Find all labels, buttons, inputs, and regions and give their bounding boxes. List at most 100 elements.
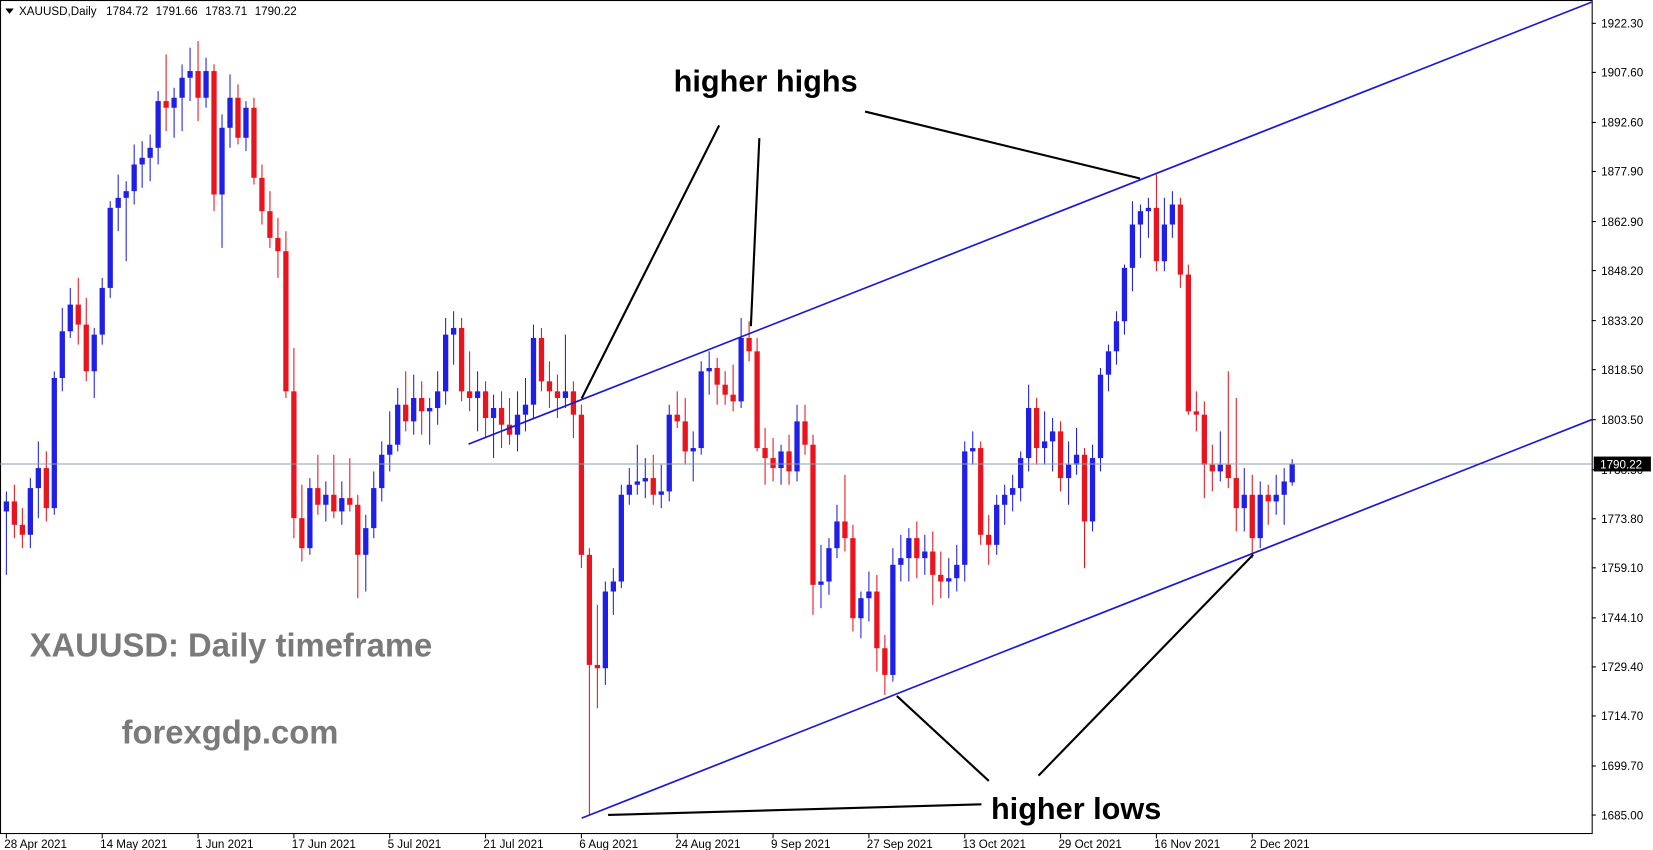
channel-upper xyxy=(468,1,1592,445)
candle-body xyxy=(99,287,105,335)
candle-body xyxy=(762,448,768,459)
x-tick-label: 6 Aug 2021 xyxy=(579,838,638,850)
candle-body xyxy=(1217,464,1223,472)
candle-body xyxy=(179,77,185,98)
candle-body xyxy=(435,391,441,409)
candle-body xyxy=(922,551,928,559)
y-tick-label: 1803.50 xyxy=(1601,414,1644,427)
candle-body xyxy=(810,444,816,585)
candle-body xyxy=(1209,464,1215,472)
candle-body xyxy=(666,414,672,492)
channel-lower xyxy=(581,418,1592,819)
candle-body xyxy=(147,147,153,158)
candle-body xyxy=(1249,494,1255,539)
candle-body xyxy=(986,534,992,545)
y-tick-label: 1729.40 xyxy=(1601,661,1644,674)
candle-body xyxy=(522,404,529,415)
candle-body xyxy=(1273,494,1279,502)
candle-body xyxy=(299,518,305,549)
pointer-line xyxy=(749,138,761,327)
candle-body xyxy=(714,367,720,385)
annotation: XAUUSD: Daily timeframe xyxy=(30,627,433,664)
candle-body xyxy=(1177,204,1184,275)
x-tick-label: 2 Dec 2021 xyxy=(1250,838,1309,850)
candle-body xyxy=(1185,274,1191,412)
candle-body xyxy=(1073,454,1080,465)
candle-body xyxy=(227,97,233,128)
candle-body xyxy=(458,327,465,392)
candle-body xyxy=(107,207,113,288)
candle-body xyxy=(331,494,337,512)
candle-body xyxy=(626,484,632,495)
candles xyxy=(0,41,1592,816)
x-tick-label: 27 Sep 2021 xyxy=(867,838,933,850)
candle-body xyxy=(866,591,872,599)
candle-body xyxy=(466,391,473,399)
candle-body xyxy=(834,521,840,549)
candle-body xyxy=(43,468,49,509)
candle-body xyxy=(267,211,273,238)
close: 1790.22 xyxy=(255,5,297,18)
candle-body xyxy=(363,528,369,555)
candle-body xyxy=(954,564,960,579)
candle-body xyxy=(1105,351,1112,375)
y-tick-label: 1922.30 xyxy=(1601,18,1644,31)
candle-body xyxy=(706,367,712,372)
y-tick-label: 1699.70 xyxy=(1601,760,1644,773)
candle-body xyxy=(578,414,585,555)
x-tick-label: 1 Jun 2021 xyxy=(196,838,254,850)
candle-body xyxy=(355,504,361,555)
y-tick-label: 1833.20 xyxy=(1601,315,1644,328)
candle-body xyxy=(307,488,313,549)
pointer-line xyxy=(580,124,721,399)
x-tick-label: 14 May 2021 xyxy=(100,838,167,850)
symbol: XAUUSD,Daily xyxy=(19,5,97,18)
x-tick-label: 5 Jul 2021 xyxy=(388,838,442,850)
candle-body xyxy=(195,71,201,98)
candle-body xyxy=(371,488,377,529)
candle-body xyxy=(1201,414,1207,465)
candle-body xyxy=(874,591,880,649)
y-tick-label: 1877.90 xyxy=(1601,166,1644,179)
candle-body xyxy=(59,331,65,378)
candle-body xyxy=(554,391,561,399)
y-tick-label: 1714.70 xyxy=(1601,710,1644,723)
pointer-line xyxy=(608,803,982,816)
candle-body xyxy=(1289,464,1295,483)
price-label: 1790.22 xyxy=(1600,458,1642,471)
candle-body xyxy=(411,398,417,422)
y-tick-label: 1862.90 xyxy=(1601,216,1644,229)
candle-body xyxy=(1097,374,1104,459)
candle-body xyxy=(930,551,936,575)
candle-body xyxy=(115,197,121,208)
x-tick-label: 24 Aug 2021 xyxy=(675,838,740,850)
candle-body xyxy=(1257,494,1263,539)
candle-body xyxy=(610,581,616,592)
candle-body xyxy=(315,488,321,505)
candle-body xyxy=(139,157,145,165)
candle-body xyxy=(1065,464,1072,479)
candle-body xyxy=(738,337,744,402)
candle-body xyxy=(211,71,217,195)
candle-body xyxy=(650,478,656,495)
candle-body xyxy=(379,454,385,489)
candle-body xyxy=(1017,458,1024,489)
y-tick-label: 1759.10 xyxy=(1601,562,1644,575)
x-tick-label: 21 Jul 2021 xyxy=(483,838,543,850)
candle-body xyxy=(786,451,792,472)
candle-body xyxy=(403,404,409,422)
low: 1783.71 xyxy=(205,5,247,18)
candle-body xyxy=(442,334,449,392)
candle-body xyxy=(387,444,393,455)
annotation: higher lows xyxy=(991,791,1161,826)
candle-body xyxy=(1233,478,1239,509)
candle-body xyxy=(1241,494,1247,509)
candle-body xyxy=(1081,454,1088,522)
candle-body xyxy=(251,107,257,178)
menu-arrow[interactable] xyxy=(5,8,14,14)
candle-body xyxy=(243,107,249,138)
pointers xyxy=(580,110,1254,816)
candle-body xyxy=(698,371,704,449)
candle-body xyxy=(283,251,289,392)
x-tick-label: 17 Jun 2021 xyxy=(292,838,356,850)
